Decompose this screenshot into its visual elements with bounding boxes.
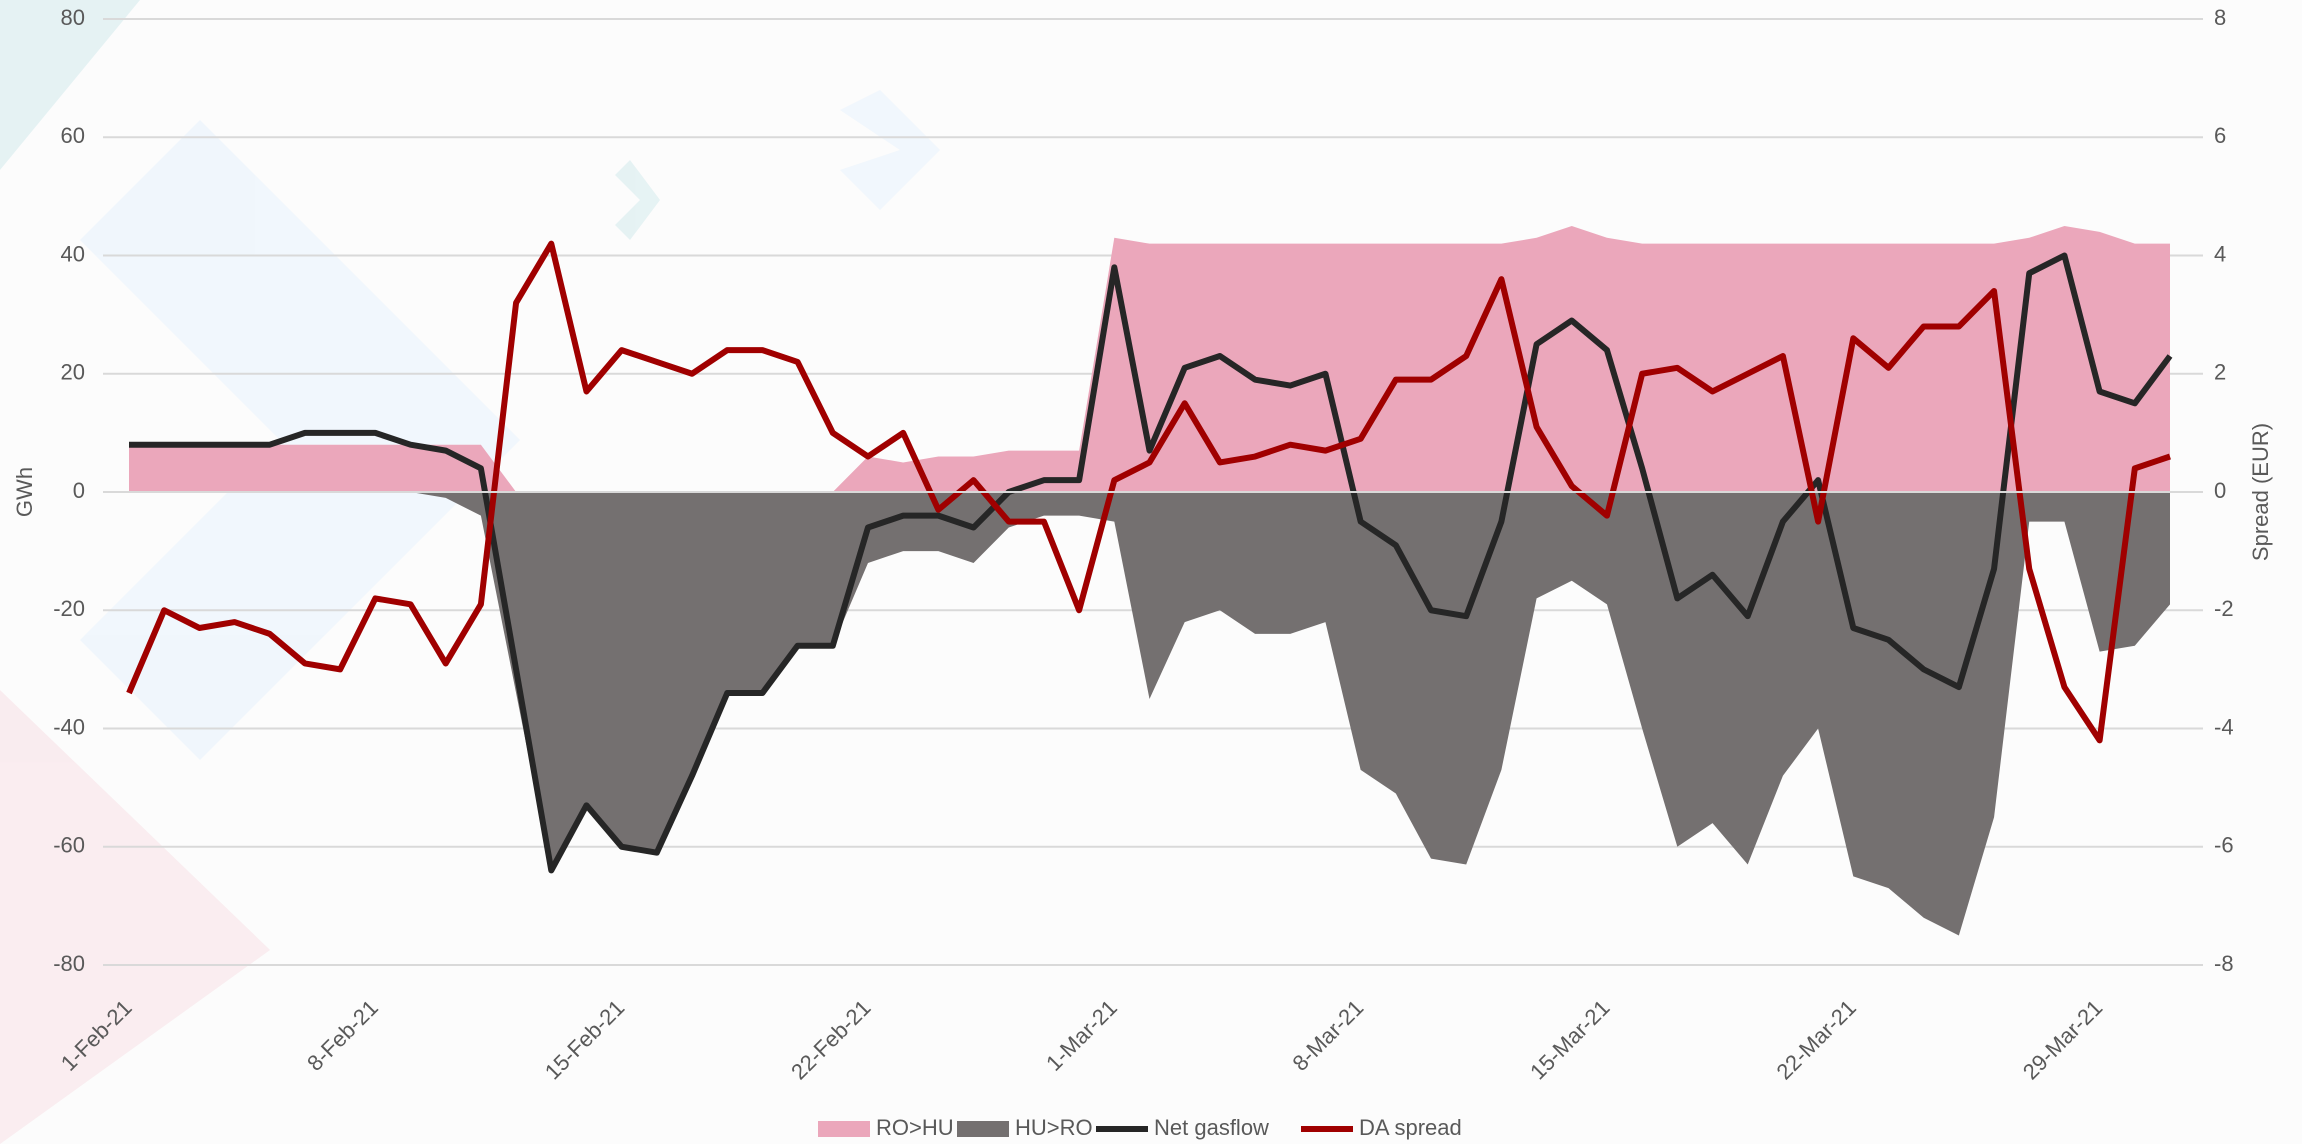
line [126,240,2171,744]
y-tick-label: -20 [53,596,85,621]
legend-label: DA spread [1359,1115,1462,1140]
x-tick-label: 15-Mar-21 [1525,995,1614,1084]
area [129,492,2170,936]
y2-tick-label: 0 [2214,478,2226,503]
x-tick-label: 8-Feb-21 [302,995,383,1076]
y-tick-label: 0 [73,478,85,503]
legend-label: Net gasflow [1154,1115,1269,1140]
x-tick-label: 8-Mar-21 [1287,995,1368,1076]
y-tick-label: 20 [61,360,85,385]
y2-tick-label: 8 [2214,5,2226,30]
legend-label: HU>RO [1015,1115,1093,1140]
y2-tick-label: -8 [2214,951,2234,976]
x-tick-label: 15-Feb-21 [540,995,629,1084]
y-tick-label: -60 [53,833,85,858]
plot-area [126,225,2173,936]
background-decoration [0,0,940,1144]
y-axis-title: GWh [12,467,37,517]
y-tick-label: 80 [61,5,85,30]
legend-label: RO>HU [876,1115,954,1140]
y-tick-label: 60 [61,123,85,148]
y2-tick-label: 2 [2214,360,2226,385]
x-tick-label: 29-Mar-21 [2018,995,2107,1084]
y2-tick-label: 6 [2214,123,2226,148]
x-tick-label: 22-Mar-21 [1772,995,1861,1084]
y2-tick-label: -2 [2214,596,2234,621]
area [129,225,2170,492]
y-tick-label: -80 [53,951,85,976]
x-tick-label: 22-Feb-21 [786,995,875,1084]
y-tick-label: -40 [53,714,85,739]
y2-tick-label: -4 [2214,714,2234,739]
y-tick-label: 40 [61,241,85,266]
y2-axis-title: Spread (EUR) [2248,423,2273,561]
x-tick-label: 1-Mar-21 [1041,995,1122,1076]
line [129,252,2173,874]
y2-tick-label: 4 [2214,241,2226,266]
legend-swatch [957,1121,1009,1137]
legend-swatch [818,1121,870,1137]
y2-tick-label: -6 [2214,833,2234,858]
legend: RO>HU HU>RO Net gasflow DA spread [818,1115,1462,1140]
